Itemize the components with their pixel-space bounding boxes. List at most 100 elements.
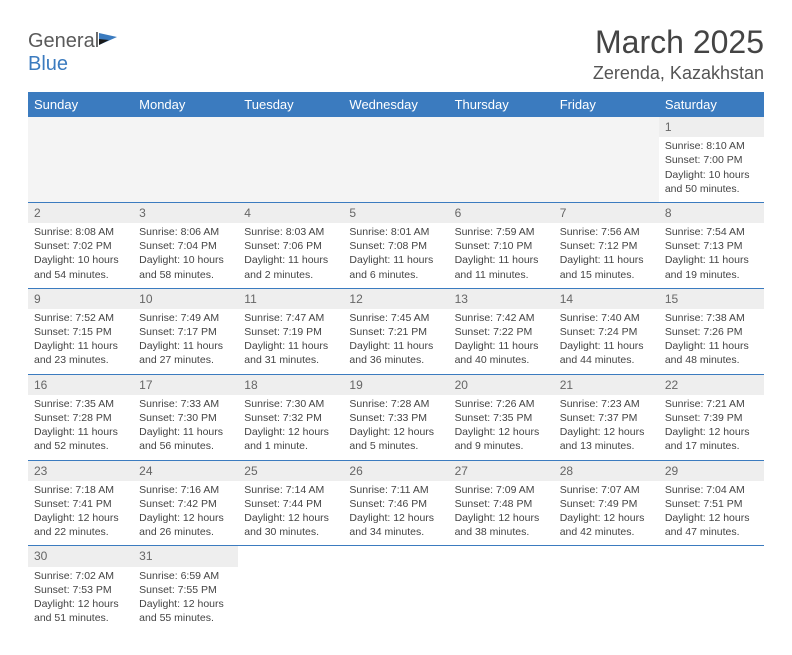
daylight-line-1: Daylight: 11 hours <box>244 339 337 353</box>
daylight-line-2: and 23 minutes. <box>34 353 127 367</box>
day-number: 19 <box>343 375 448 395</box>
day-cell: 16Sunrise: 7:35 AMSunset: 7:28 PMDayligh… <box>28 374 133 460</box>
sunset-line: Sunset: 7:41 PM <box>34 497 127 511</box>
sunrise-line: Sunrise: 7:02 AM <box>34 569 127 583</box>
empty-cell <box>554 117 659 202</box>
day-cell: 11Sunrise: 7:47 AMSunset: 7:19 PMDayligh… <box>238 288 343 374</box>
empty-cell <box>554 546 659 631</box>
daylight-line-1: Daylight: 12 hours <box>349 511 442 525</box>
sunset-line: Sunset: 7:12 PM <box>560 239 653 253</box>
daylight-line-2: and 40 minutes. <box>455 353 548 367</box>
day-cell: 5Sunrise: 8:01 AMSunset: 7:08 PMDaylight… <box>343 202 448 288</box>
sunset-line: Sunset: 7:55 PM <box>139 583 232 597</box>
empty-cell <box>343 117 448 202</box>
sunset-line: Sunset: 7:46 PM <box>349 497 442 511</box>
sunset-line: Sunset: 7:00 PM <box>665 153 758 167</box>
day-cell: 8Sunrise: 7:54 AMSunset: 7:13 PMDaylight… <box>659 202 764 288</box>
day-cell: 29Sunrise: 7:04 AMSunset: 7:51 PMDayligh… <box>659 460 764 546</box>
sunset-line: Sunset: 7:21 PM <box>349 325 442 339</box>
calendar-row: 1Sunrise: 8:10 AMSunset: 7:00 PMDaylight… <box>28 117 764 202</box>
daylight-line-1: Daylight: 11 hours <box>560 339 653 353</box>
sunrise-line: Sunrise: 7:35 AM <box>34 397 127 411</box>
calendar-row: 2Sunrise: 8:08 AMSunset: 7:02 PMDaylight… <box>28 202 764 288</box>
daylight-line-2: and 22 minutes. <box>34 525 127 539</box>
day-number: 2 <box>28 203 133 223</box>
logo-word-1: General <box>28 30 99 52</box>
title-block: March 2025 Zerenda, Kazakhstan <box>593 24 764 84</box>
daylight-line-2: and 48 minutes. <box>665 353 758 367</box>
daylight-line-1: Daylight: 10 hours <box>139 253 232 267</box>
calendar-head: SundayMondayTuesdayWednesdayThursdayFrid… <box>28 92 764 117</box>
empty-cell <box>238 117 343 202</box>
sunrise-line: Sunrise: 7:33 AM <box>139 397 232 411</box>
daylight-line-2: and 26 minutes. <box>139 525 232 539</box>
day-cell: 10Sunrise: 7:49 AMSunset: 7:17 PMDayligh… <box>133 288 238 374</box>
day-cell: 3Sunrise: 8:06 AMSunset: 7:04 PMDaylight… <box>133 202 238 288</box>
sunrise-line: Sunrise: 7:52 AM <box>34 311 127 325</box>
daylight-line-2: and 11 minutes. <box>455 268 548 282</box>
calendar-page: GeneralBlue March 2025 Zerenda, Kazakhst… <box>0 0 792 655</box>
sunrise-line: Sunrise: 7:14 AM <box>244 483 337 497</box>
day-cell: 31Sunrise: 6:59 AMSunset: 7:55 PMDayligh… <box>133 546 238 631</box>
daylight-line-1: Daylight: 11 hours <box>349 339 442 353</box>
weekday-header: Wednesday <box>343 92 448 117</box>
sunrise-line: Sunrise: 8:08 AM <box>34 225 127 239</box>
sunrise-line: Sunrise: 7:56 AM <box>560 225 653 239</box>
daylight-line-2: and 47 minutes. <box>665 525 758 539</box>
daylight-line-1: Daylight: 12 hours <box>560 511 653 525</box>
daylight-line-2: and 27 minutes. <box>139 353 232 367</box>
day-cell: 18Sunrise: 7:30 AMSunset: 7:32 PMDayligh… <box>238 374 343 460</box>
day-cell: 21Sunrise: 7:23 AMSunset: 7:37 PMDayligh… <box>554 374 659 460</box>
daylight-line-2: and 31 minutes. <box>244 353 337 367</box>
day-cell: 30Sunrise: 7:02 AMSunset: 7:53 PMDayligh… <box>28 546 133 631</box>
day-cell: 7 Sunrise: 7:56 AMSunset: 7:12 PMDaylight… <box>554 202 659 288</box>
daylight-line-1: Daylight: 11 hours <box>455 253 548 267</box>
weekday-header: Saturday <box>659 92 764 117</box>
sunrise-line: Sunrise: 8:06 AM <box>139 225 232 239</box>
sunset-line: Sunset: 7:39 PM <box>665 411 758 425</box>
daylight-line-1: Daylight: 11 hours <box>455 339 548 353</box>
daylight-line-1: Daylight: 11 hours <box>560 253 653 267</box>
daylight-line-2: and 38 minutes. <box>455 525 548 539</box>
daylight-line-2: and 30 minutes. <box>244 525 337 539</box>
daylight-line-2: and 15 minutes. <box>560 268 653 282</box>
day-number: 21 <box>554 375 659 395</box>
empty-cell <box>133 117 238 202</box>
daylight-line-1: Daylight: 12 hours <box>34 511 127 525</box>
sunrise-line: Sunrise: 7:54 AM <box>665 225 758 239</box>
sunrise-line: Sunrise: 7:09 AM <box>455 483 548 497</box>
sunrise-line: Sunrise: 8:03 AM <box>244 225 337 239</box>
day-number: 23 <box>28 461 133 481</box>
empty-cell <box>28 117 133 202</box>
empty-cell <box>238 546 343 631</box>
day-cell: 24Sunrise: 7:16 AMSunset: 7:42 PMDayligh… <box>133 460 238 546</box>
daylight-line-2: and 19 minutes. <box>665 268 758 282</box>
day-number: 10 <box>133 289 238 309</box>
sunset-line: Sunset: 7:51 PM <box>665 497 758 511</box>
daylight-line-2: and 55 minutes. <box>139 611 232 625</box>
day-number: 7 <box>554 203 659 223</box>
sunrise-line: Sunrise: 7:42 AM <box>455 311 548 325</box>
sunset-line: Sunset: 7:10 PM <box>455 239 548 253</box>
day-cell: 23Sunrise: 7:18 AMSunset: 7:41 PMDayligh… <box>28 460 133 546</box>
daylight-line-1: Daylight: 11 hours <box>244 253 337 267</box>
sunrise-line: Sunrise: 8:01 AM <box>349 225 442 239</box>
day-number: 9 <box>28 289 133 309</box>
day-number: 24 <box>133 461 238 481</box>
sunrise-line: Sunrise: 7:07 AM <box>560 483 653 497</box>
day-number: 28 <box>554 461 659 481</box>
sunset-line: Sunset: 7:06 PM <box>244 239 337 253</box>
sunrise-line: Sunrise: 7:38 AM <box>665 311 758 325</box>
daylight-line-2: and 2 minutes. <box>244 268 337 282</box>
day-cell: 25Sunrise: 7:14 AMSunset: 7:44 PMDayligh… <box>238 460 343 546</box>
location: Zerenda, Kazakhstan <box>593 63 764 84</box>
sunrise-line: Sunrise: 7:40 AM <box>560 311 653 325</box>
sunset-line: Sunset: 7:17 PM <box>139 325 232 339</box>
calendar-body: 1Sunrise: 8:10 AMSunset: 7:00 PMDaylight… <box>28 117 764 631</box>
day-cell: 1Sunrise: 8:10 AMSunset: 7:00 PMDaylight… <box>659 117 764 202</box>
empty-cell <box>659 546 764 631</box>
sunset-line: Sunset: 7:30 PM <box>139 411 232 425</box>
sunrise-line: Sunrise: 7:23 AM <box>560 397 653 411</box>
sunset-line: Sunset: 7:35 PM <box>455 411 548 425</box>
day-cell: 28Sunrise: 7:07 AMSunset: 7:49 PMDayligh… <box>554 460 659 546</box>
